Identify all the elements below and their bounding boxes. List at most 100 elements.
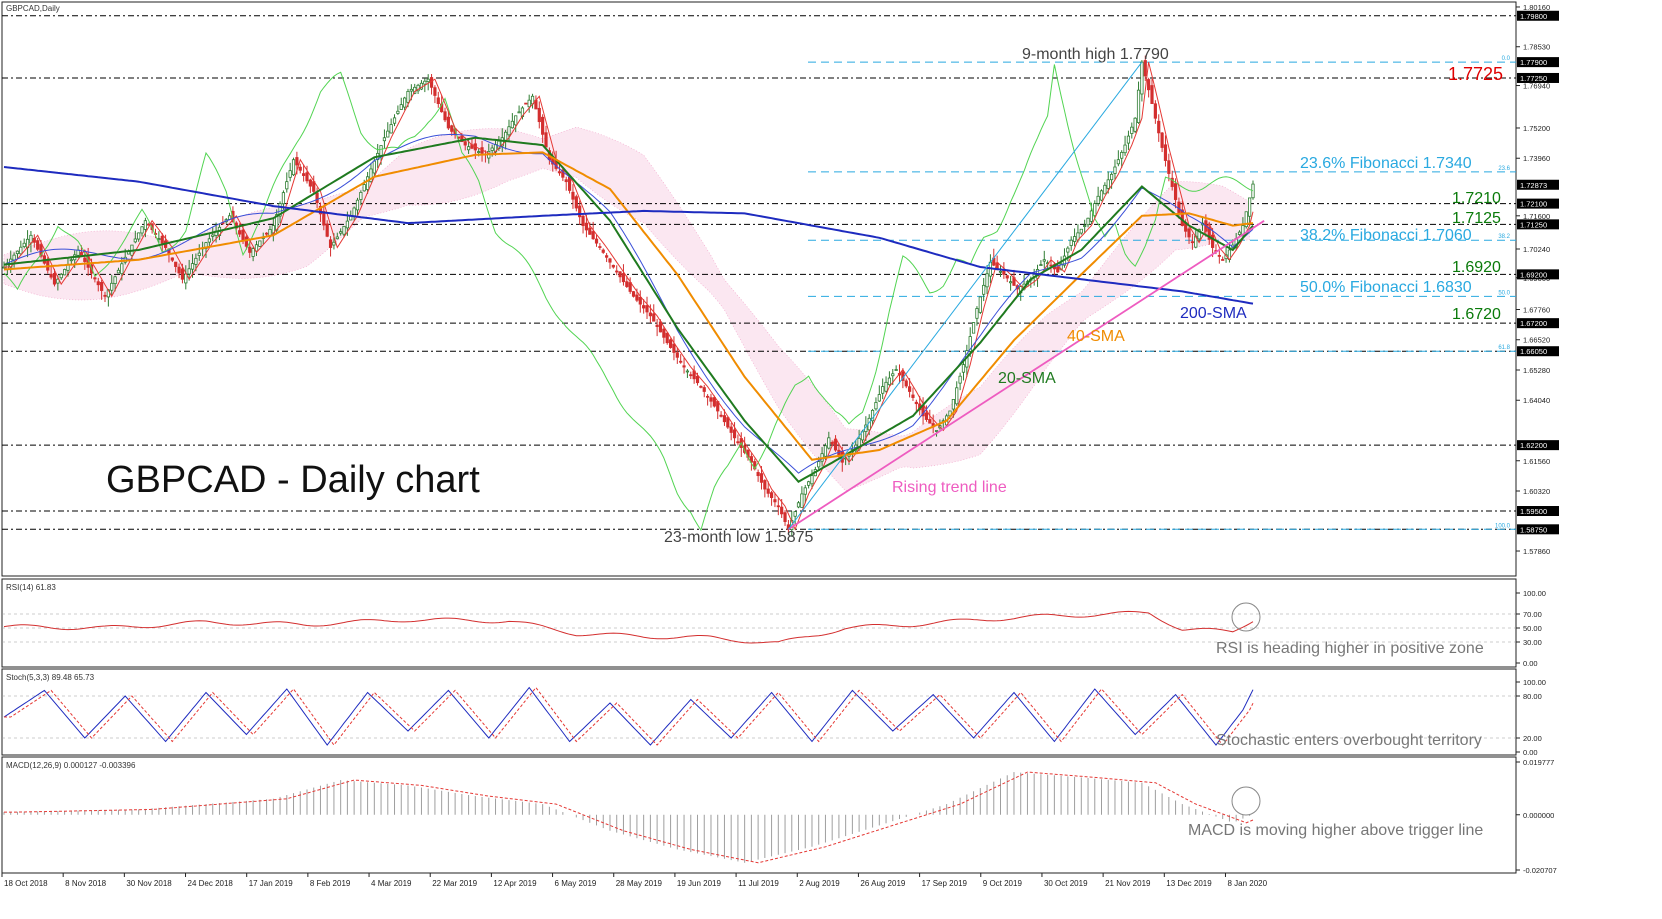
price-axis-tick-label: 1.76940 (1523, 82, 1550, 91)
candle-body (756, 472, 760, 477)
candle-body (157, 238, 161, 240)
candle-body (911, 394, 915, 398)
candle-body (322, 211, 326, 226)
candle-body (618, 271, 622, 278)
symbol-label: GBPCAD,Daily (6, 4, 60, 13)
price-axis-tick-label: 1.71600 (1523, 212, 1550, 221)
level-1-7725-label: 1.7725 (1448, 64, 1503, 84)
candle-body (823, 445, 828, 457)
fibonacci-ratio-label: 61.8 (1498, 345, 1510, 351)
candle-body (645, 305, 649, 313)
indicator-axis-tick-label: 100.00 (1523, 678, 1546, 687)
candle-body (399, 104, 403, 110)
candle-body (359, 191, 363, 200)
macd-note: MACD is moving higher above trigger line (1188, 822, 1483, 839)
macd-label: MACD(12,26,9) 0.000127 -0.003396 (6, 761, 136, 770)
candle-body (490, 147, 494, 151)
price-level-box (1517, 269, 1559, 280)
candle-body (406, 90, 410, 103)
candle-body (433, 87, 437, 96)
price-axis-tick-label: 1.67760 (1523, 305, 1550, 314)
time-axis-label: 12 Apr 2019 (493, 879, 537, 888)
ichimoku-cloud (3, 126, 1250, 492)
candle-body (369, 168, 373, 183)
candle-body (1180, 209, 1184, 226)
candle-body (1143, 60, 1147, 77)
time-axis-label: 22 Mar 2019 (432, 879, 477, 888)
candle-body (1120, 151, 1124, 159)
rising-trend-line (787, 220, 1265, 531)
candle-body (436, 97, 440, 104)
candle-body (120, 263, 124, 275)
candle-body (743, 445, 747, 453)
candle-body (1248, 197, 1252, 217)
price-level-box-label: 1.69200 (1520, 270, 1547, 279)
price-axis-tick-label: 1.73960 (1523, 154, 1550, 163)
candle-body (382, 137, 387, 142)
candle-body (450, 125, 454, 132)
indicator-axis-tick-label: -0.020707 (1523, 866, 1557, 875)
candle-body (315, 192, 319, 204)
candle-body (608, 258, 612, 263)
candle-body (500, 137, 504, 147)
macd-panel-frame (1, 756, 1517, 874)
level-1-6920-label: 1.6920 (1452, 259, 1501, 276)
time-axis-label: 30 Nov 2018 (126, 879, 172, 888)
candle-body (928, 419, 932, 424)
candle-body (934, 430, 939, 432)
candle-body (113, 276, 117, 285)
indicator-axis-tick-label: 80.00 (1523, 692, 1542, 701)
candle-body (1190, 241, 1195, 244)
candle-body (564, 179, 568, 183)
candle-body (537, 107, 541, 123)
indicator-axis-tick-label: 50.00 (1523, 624, 1542, 633)
candle-body (1197, 229, 1201, 240)
candle-body (810, 475, 814, 485)
candle-body (1069, 239, 1073, 246)
time-axis-label: 30 Oct 2019 (1044, 879, 1088, 888)
candle-body (1072, 236, 1077, 242)
candle-body (598, 246, 602, 248)
candle-body (56, 278, 60, 284)
candle-body (1123, 144, 1127, 154)
candle-body (817, 461, 821, 468)
candle-body (52, 273, 57, 285)
candle-body (1167, 160, 1171, 174)
candle-body (335, 236, 339, 240)
candle-body (466, 146, 471, 151)
macd-highlight-circle (1231, 786, 1261, 816)
candle-body (578, 205, 582, 218)
candle-body (769, 492, 774, 498)
candle-body (736, 441, 740, 444)
candle-body (1086, 217, 1090, 226)
sma20-label: 20-SMA (998, 370, 1056, 387)
candle-body (177, 266, 181, 274)
candle-body (504, 131, 508, 141)
candle-body (971, 322, 976, 334)
candle-body (190, 263, 195, 270)
price-axis-tick-label: 1.66520 (1523, 336, 1550, 345)
candle-body (291, 159, 296, 176)
candle-body (281, 192, 286, 205)
price-level-box (1517, 179, 1559, 190)
candle-body (298, 166, 302, 171)
candle-body (780, 506, 784, 515)
candle-body (1177, 201, 1181, 213)
candle-body (958, 375, 962, 384)
fibonacci-ratio-label: 23.6 (1498, 166, 1510, 172)
indicator-axis-tick-label: 20.00 (1523, 734, 1542, 743)
candle-body (1211, 234, 1215, 248)
candle-body (325, 223, 329, 237)
candle-body (574, 196, 578, 209)
candle-body (170, 257, 174, 261)
candle-body (1066, 247, 1070, 253)
price-level-box-label: 1.77900 (1520, 58, 1547, 67)
indicator-axis-tick-label: 70.00 (1523, 610, 1542, 619)
candle-body (140, 226, 144, 234)
candle-body (1170, 177, 1174, 187)
candle-body (1083, 225, 1087, 227)
candle-body (426, 78, 430, 83)
candle-body (1126, 135, 1131, 144)
candle-body (1150, 85, 1154, 104)
candle-body (611, 264, 615, 268)
